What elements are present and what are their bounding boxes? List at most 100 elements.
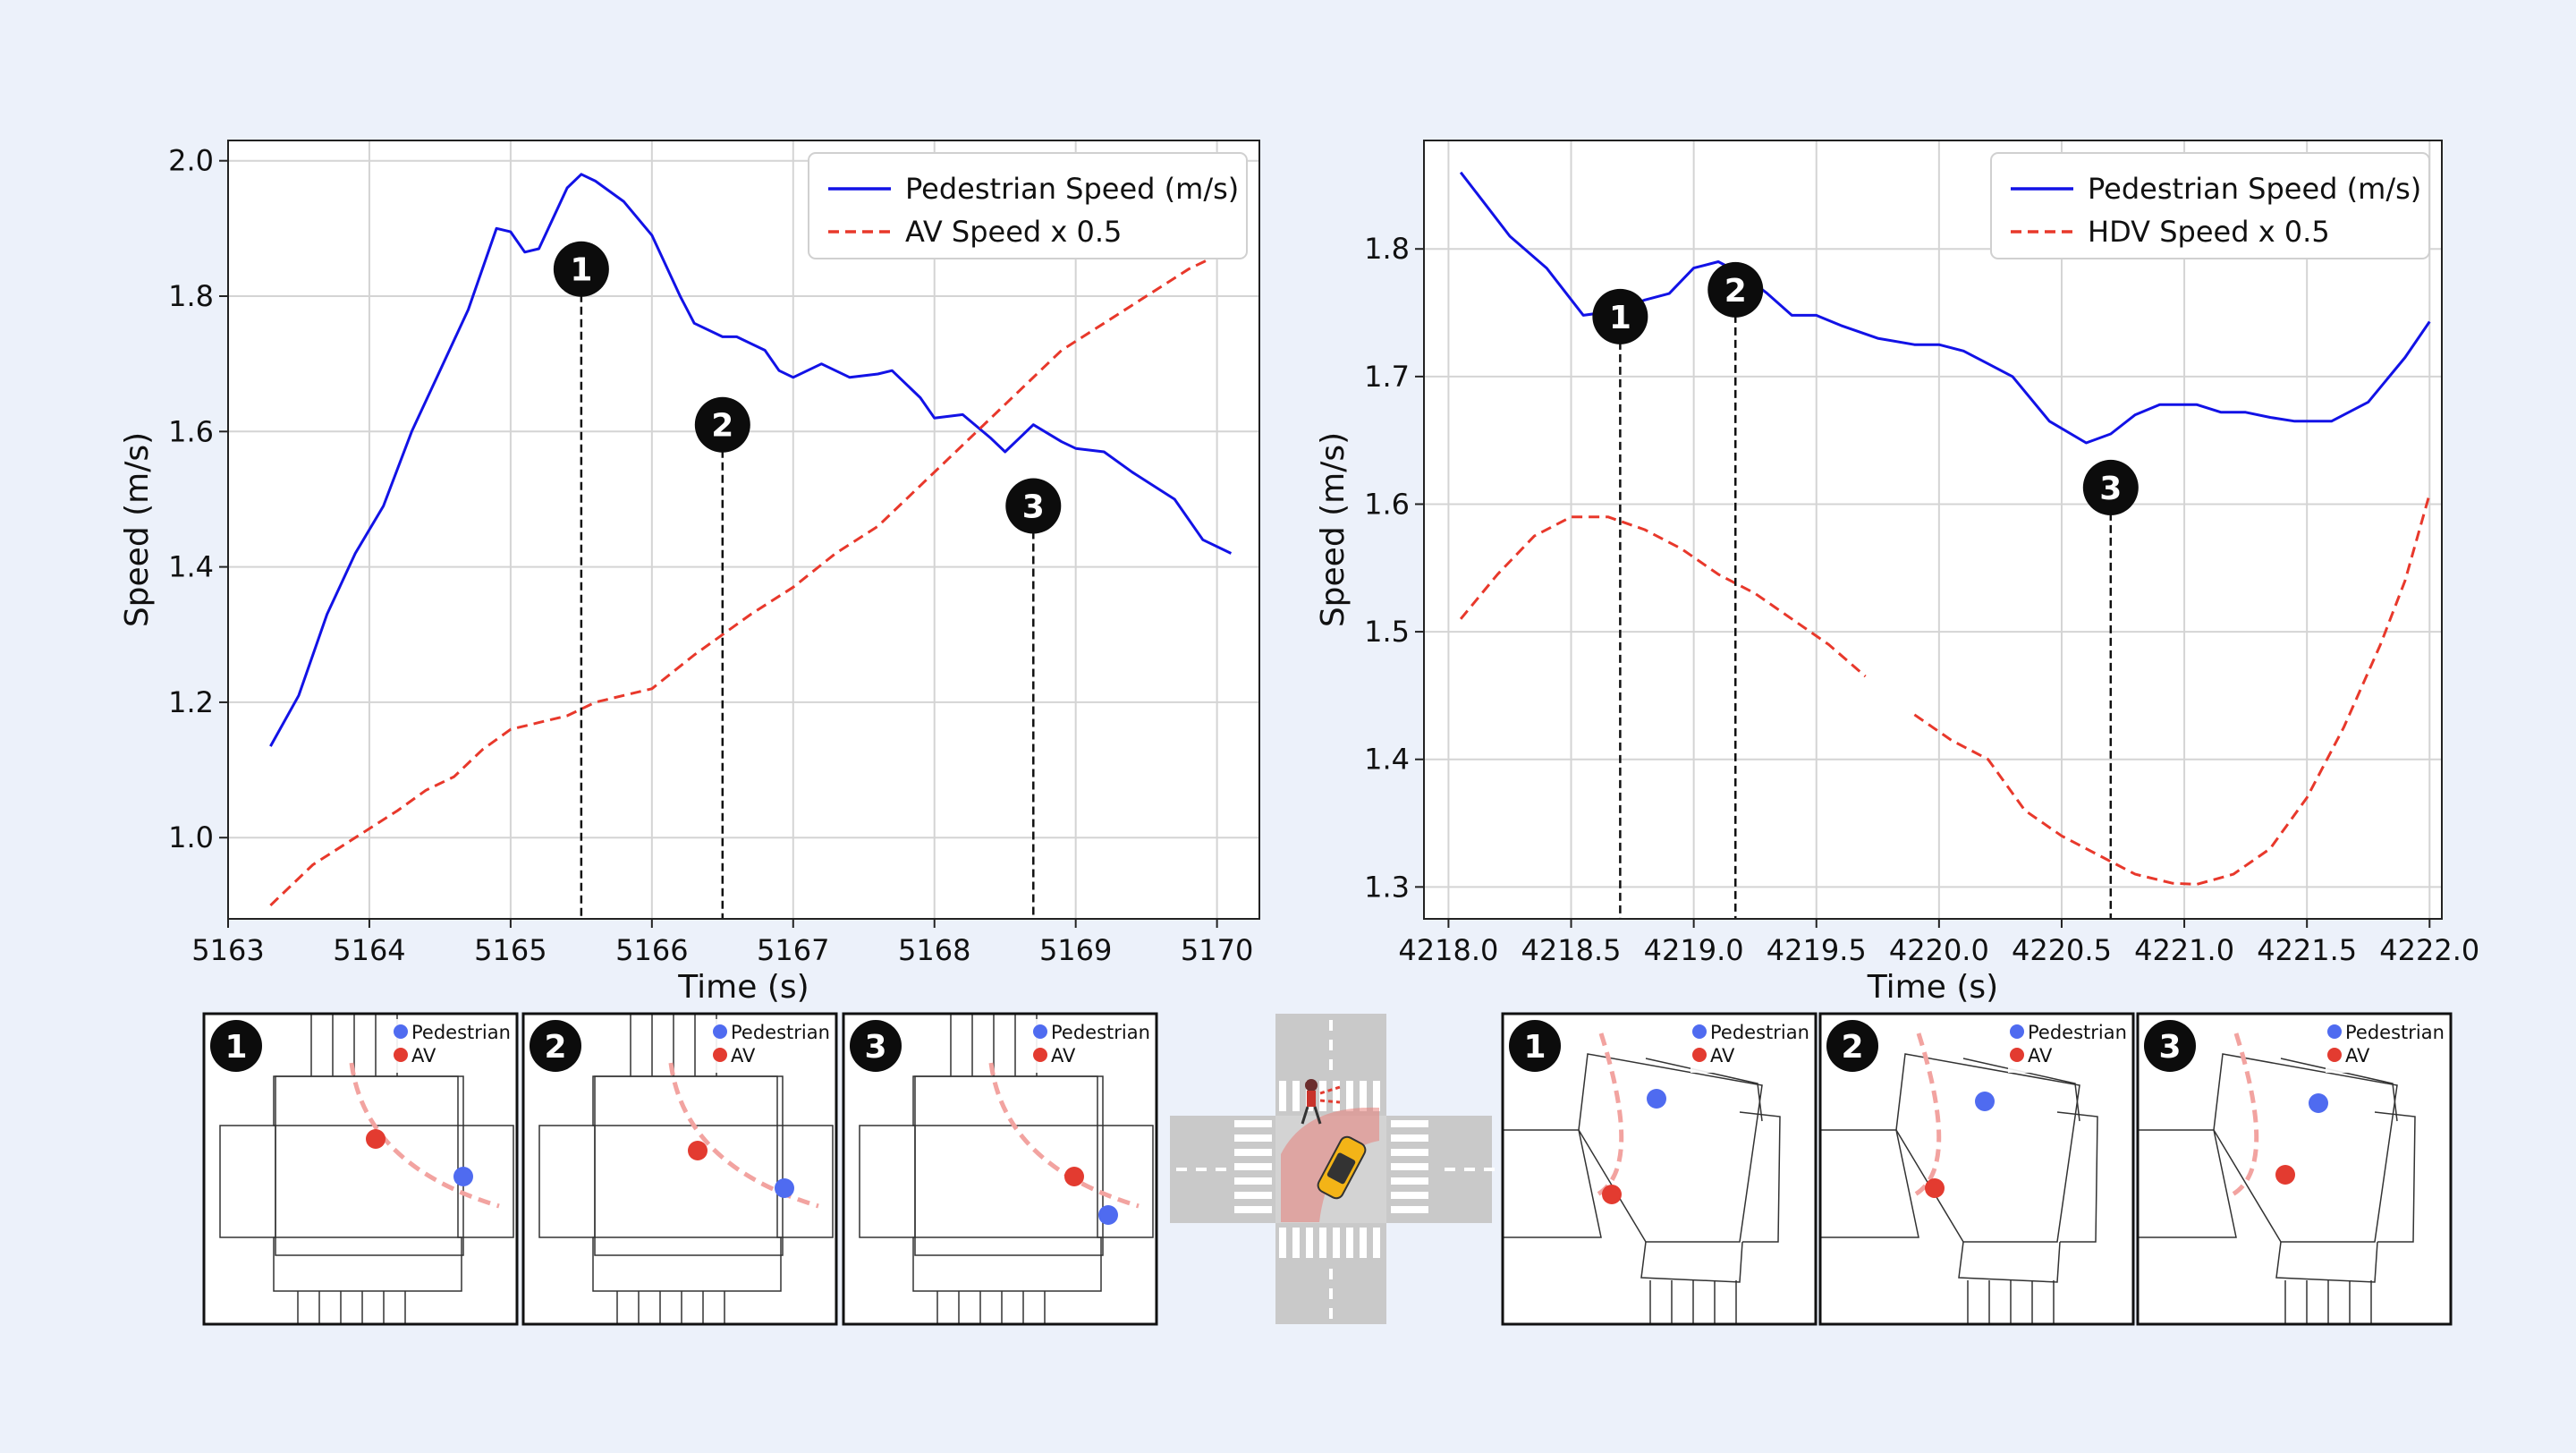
road-block xyxy=(1645,1058,1763,1122)
vehicle-path xyxy=(349,1062,500,1209)
marker-badge xyxy=(553,241,609,297)
legend-label: Pedestrian Speed (m/s) xyxy=(2088,172,2421,206)
crosswalk-stripe xyxy=(1234,1163,1272,1170)
x-tick-label: 5170 xyxy=(1181,933,1253,967)
x-tick-label: 4222.0 xyxy=(2379,933,2479,967)
pedestrian-figure xyxy=(1301,1079,1341,1125)
crosswalk-stripe xyxy=(1391,1149,1428,1156)
pedestrian-speed-line xyxy=(269,173,1233,747)
y-tick-label: 1.4 xyxy=(168,550,214,584)
y-tick-label: 1.7 xyxy=(1364,360,1410,394)
x-tick-label: 5164 xyxy=(333,933,405,967)
plot-area xyxy=(1424,140,2442,919)
road-block xyxy=(1640,1241,1743,1283)
scene-legend-pedestrian-dot xyxy=(1692,1024,1707,1039)
x-tick-label: 4219.0 xyxy=(1644,933,1744,967)
x-tick-label: 4218.0 xyxy=(1398,933,1498,967)
lane-dash xyxy=(1196,1168,1207,1171)
marker-badge xyxy=(694,396,750,453)
crosswalk-stripe xyxy=(1391,1120,1428,1127)
road-block xyxy=(1097,1125,1154,1238)
scene-frame xyxy=(1818,1012,2135,1326)
x-tick-label: 4220.0 xyxy=(1889,933,1989,967)
marker-label: 1 xyxy=(1609,300,1631,336)
crosswalk-stripe xyxy=(1279,1228,1286,1258)
crosswalk-stripe xyxy=(1373,1081,1380,1111)
x-tick-label: 5163 xyxy=(191,933,264,967)
scene-badge xyxy=(2144,1020,2196,1072)
chart-hdv-speed: 4218.0 4218.5 4219.0 4219.5 4220.0 4220.5 4221… xyxy=(1315,140,2479,1006)
crosswalk-stripe xyxy=(1234,1149,1272,1156)
road-block xyxy=(538,1125,596,1238)
lane-dash xyxy=(1445,1168,1455,1171)
legend-box xyxy=(1990,152,2430,259)
x-tick-label: 4221.5 xyxy=(2257,933,2357,967)
scene-legend-pedestrian: Pedestrian xyxy=(1051,1022,1150,1043)
crosswalk-stripe xyxy=(1333,1081,1340,1111)
plot-frame xyxy=(1423,140,2443,920)
scene-badge xyxy=(210,1020,262,1072)
x-tick-label: 4218.5 xyxy=(1521,933,1622,967)
x-tick-label: 5168 xyxy=(898,933,970,967)
crosswalk-stripe xyxy=(1391,1163,1428,1170)
av-position xyxy=(1064,1167,1084,1186)
scene-legend-bg xyxy=(392,1019,513,1073)
scene-frame xyxy=(842,1012,1158,1326)
crosswalk-stripe xyxy=(1234,1177,1272,1185)
crosswalk-stripe xyxy=(1333,1228,1340,1258)
road-block xyxy=(592,1236,782,1292)
scene-legend-bg xyxy=(2008,1019,2129,1073)
scene-legend-bg xyxy=(2326,1019,2446,1073)
road-block xyxy=(2374,1111,2416,1243)
crosswalk-stripe xyxy=(1373,1228,1380,1258)
marker-label: 2 xyxy=(1724,273,1747,310)
scene-legend-pedestrian: Pedestrian xyxy=(731,1022,830,1043)
scene-map xyxy=(1820,1032,2098,1324)
scene-legend-av: AV xyxy=(731,1045,756,1066)
scene-badge-label: 3 xyxy=(864,1029,886,1066)
scene-legend-pedestrian-dot xyxy=(1033,1024,1047,1039)
road-block xyxy=(1895,1053,2080,1243)
road-block xyxy=(219,1125,276,1238)
scene-legend-av: AV xyxy=(1051,1045,1076,1066)
crosswalk-stripe xyxy=(1360,1228,1367,1258)
lane-dash xyxy=(1329,1269,1333,1279)
crosswalk-stripe xyxy=(1306,1228,1313,1258)
lane-dash xyxy=(1329,1308,1333,1319)
scene-badge-label: 2 xyxy=(544,1029,566,1066)
scene-legend-pedestrian: Pedestrian xyxy=(1710,1022,1809,1043)
scene-frame xyxy=(202,1012,519,1326)
scene-legend-av: AV xyxy=(2345,1045,2370,1066)
lane-dash xyxy=(1329,1020,1333,1031)
crosswalk-stripe xyxy=(1360,1081,1367,1111)
road-block xyxy=(2056,1111,2098,1243)
crosswalk-stripe xyxy=(1391,1134,1428,1142)
y-axis-label: Speed (m/s) xyxy=(119,432,156,627)
road-block xyxy=(912,1236,1102,1292)
vehicle-speed-line xyxy=(269,247,1233,906)
x-tick-label: 4220.5 xyxy=(2012,933,2112,967)
crosswalk-stripe xyxy=(1234,1192,1272,1199)
plot-area xyxy=(228,140,1259,919)
road-block xyxy=(1578,1053,1763,1243)
pedestrian-position xyxy=(775,1178,794,1198)
road-block xyxy=(1962,1058,2080,1122)
y-tick-label: 1.6 xyxy=(1364,487,1410,521)
x-axis-label: Time (s) xyxy=(1867,969,1998,1006)
scene-badge-label: 3 xyxy=(2158,1029,2181,1066)
scene-legend-pedestrian-dot xyxy=(394,1024,408,1039)
yellow-car xyxy=(1317,1135,1367,1200)
y-tick-label: 1.0 xyxy=(168,820,214,854)
vehicle-path xyxy=(2225,1032,2259,1200)
marker-badge xyxy=(1005,478,1062,534)
plot-frame xyxy=(227,140,1260,920)
crosswalk-stripe xyxy=(1391,1206,1428,1213)
scene-legend-av-dot xyxy=(394,1048,408,1062)
road-block xyxy=(273,1236,462,1292)
scene-map xyxy=(538,1014,834,1324)
